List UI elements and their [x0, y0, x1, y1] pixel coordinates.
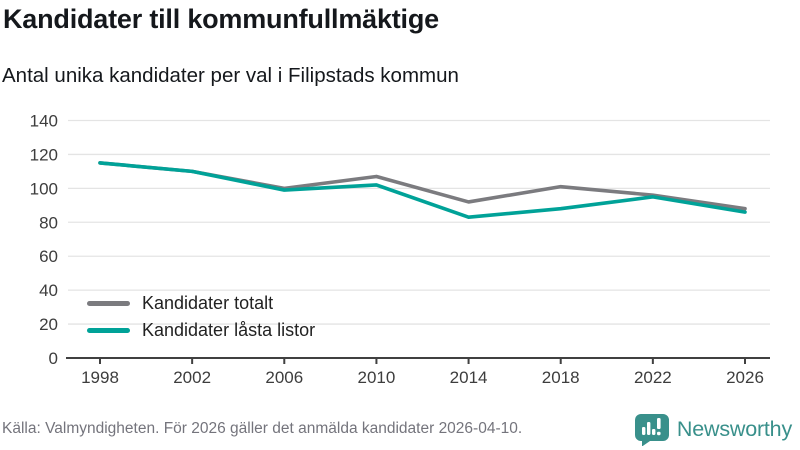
- chart-subtitle: Antal unika kandidater per val i Filipst…: [2, 64, 459, 87]
- svg-text:0: 0: [49, 349, 58, 368]
- legend-label-totalt: Kandidater totalt: [142, 293, 274, 313]
- chart-legend: Kandidater totalt Kandidater låsta listo…: [87, 290, 315, 344]
- svg-text:140: 140: [30, 112, 58, 131]
- svg-text:2014: 2014: [450, 368, 488, 387]
- source-note: Källa: Valmyndigheten. För 2026 gäller d…: [2, 420, 523, 437]
- legend-item-kandidater-lasta-listor: Kandidater låsta listor: [87, 317, 315, 344]
- legend-swatch-lasta-listor: [87, 328, 130, 333]
- svg-text:100: 100: [30, 179, 58, 198]
- svg-text:2002: 2002: [173, 368, 211, 387]
- svg-text:60: 60: [39, 247, 58, 266]
- svg-text:2026: 2026: [726, 368, 764, 387]
- chart-footer: Källa: Valmyndigheten. För 2026 gäller d…: [2, 410, 792, 448]
- chart-title: Kandidater till kommunfullmäktige: [3, 4, 439, 34]
- svg-text:2006: 2006: [265, 368, 303, 387]
- legend-label-lasta-listor: Kandidater låsta listor: [142, 320, 316, 340]
- newsworthy-logo: Newsworthy: [634, 413, 792, 446]
- newsworthy-wordmark: Newsworthy: [676, 416, 792, 441]
- svg-text:2010: 2010: [358, 368, 396, 387]
- newsworthy-speech-bubble-barchart-icon: [634, 413, 669, 446]
- svg-text:2018: 2018: [542, 368, 580, 387]
- svg-text:2022: 2022: [634, 368, 672, 387]
- svg-text:80: 80: [39, 213, 58, 232]
- legend-swatch-totalt: [87, 301, 130, 306]
- legend-item-kandidater-totalt: Kandidater totalt: [87, 290, 315, 317]
- svg-text:40: 40: [39, 281, 58, 300]
- svg-text:1998: 1998: [81, 368, 119, 387]
- svg-text:120: 120: [30, 145, 58, 164]
- svg-text:20: 20: [39, 315, 58, 334]
